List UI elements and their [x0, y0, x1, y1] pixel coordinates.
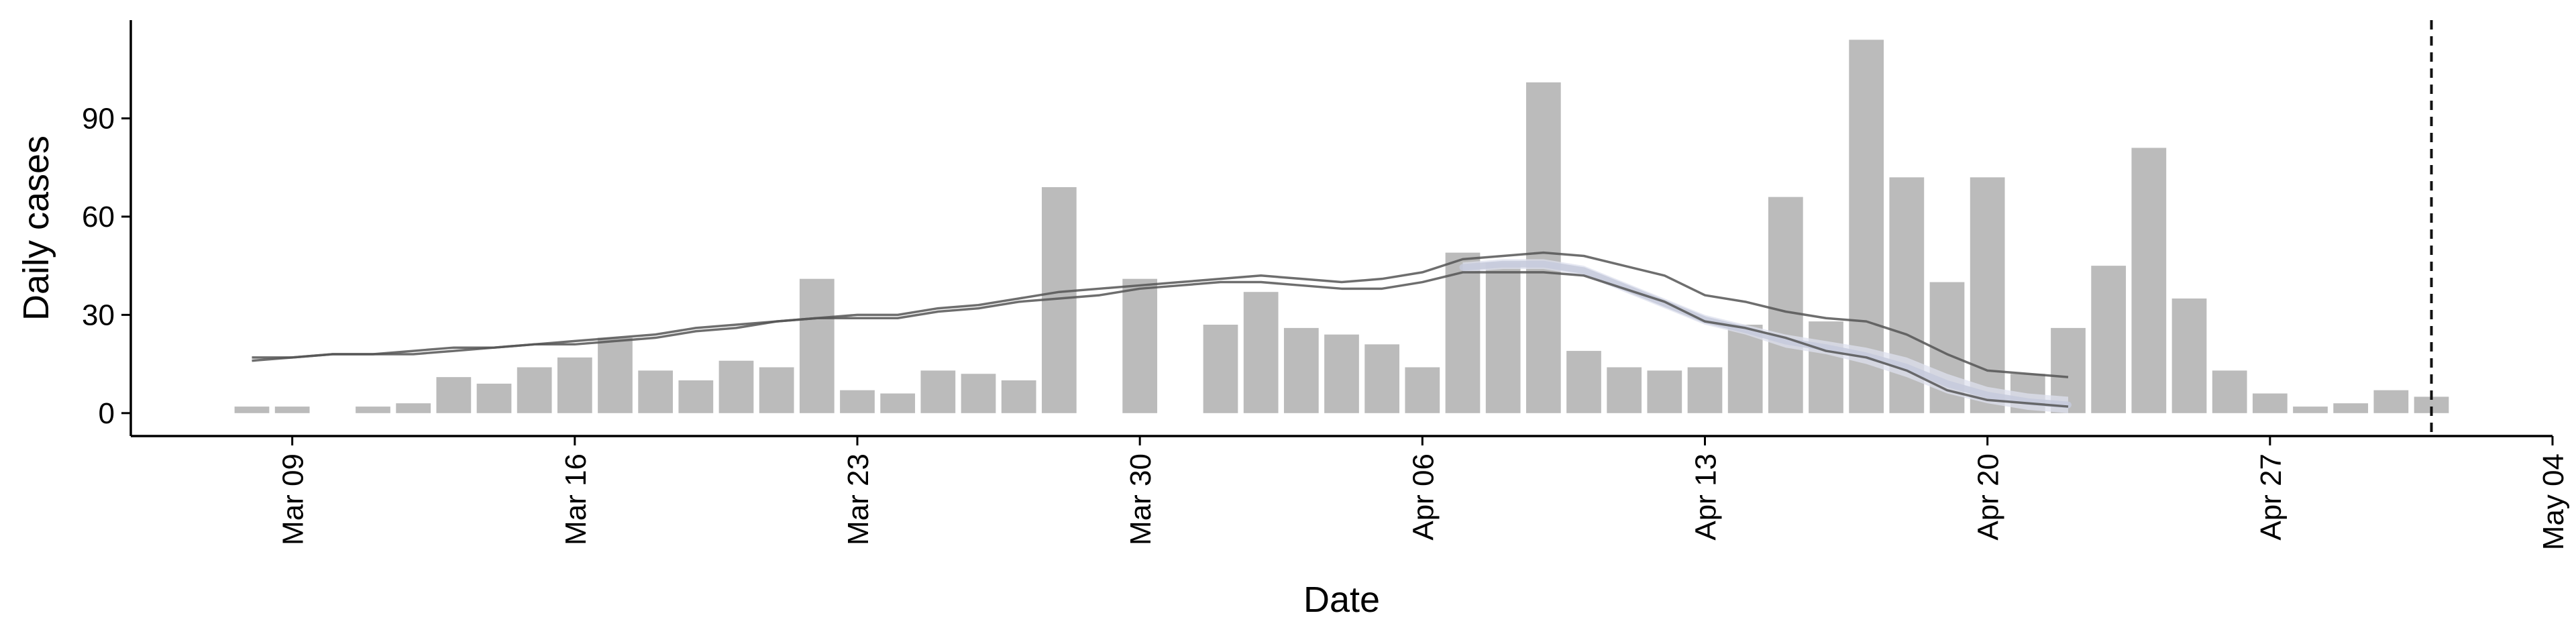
- bar-2020-04-23: [2091, 266, 2127, 413]
- bar-2020-03-17: [598, 337, 633, 413]
- bar-2020-03-25: [920, 370, 956, 413]
- lower-estimate-line: [252, 271, 2069, 408]
- x-tick-label-2020-05-04: May 04: [2537, 453, 2570, 550]
- bar-2020-04-15: [1768, 197, 1803, 413]
- bar-2020-03-22: [799, 278, 835, 413]
- bar-2020-03-21: [759, 367, 794, 413]
- bar-2020-03-27: [1001, 380, 1036, 413]
- y-tick-label-30: 30: [82, 299, 115, 331]
- bar-2020-03-18: [638, 370, 674, 413]
- y-tick-label-0: 0: [99, 397, 115, 430]
- x-tick-label-2020-03-30: Mar 30: [1124, 453, 1157, 545]
- bar-2020-04-20: [1970, 177, 2005, 413]
- bar-2020-03-23: [840, 390, 875, 413]
- bar-2020-04-10: [1566, 351, 1601, 413]
- bar-2020-03-15: [517, 367, 552, 413]
- bar-2020-04-26: [2212, 370, 2247, 413]
- bar-2020-03-26: [961, 374, 996, 413]
- bar-2020-03-11: [356, 407, 390, 413]
- bar-2020-04-27: [2252, 393, 2288, 413]
- projection-band-center: [1459, 260, 2072, 409]
- bar-2020-04-04: [1324, 334, 1359, 413]
- bar-2020-03-24: [880, 393, 916, 413]
- bar-2020-04-07: [1445, 252, 1481, 413]
- bar-2020-04-30: [2373, 390, 2409, 413]
- x-tick-label-2020-04-27: Apr 27: [2255, 453, 2288, 541]
- bar-2020-03-19: [678, 380, 714, 413]
- x-tick-label-2020-03-09: Mar 09: [277, 453, 310, 545]
- bar-2020-04-02: [1243, 292, 1279, 413]
- bar-2020-04-05: [1364, 344, 1400, 413]
- bar-2020-04-28: [2293, 407, 2328, 413]
- axes-layer: 0 30 60 90 Mar 09 Mar 16 Mar 23 Mar 30 Apr 06 Apr…: [82, 20, 2570, 550]
- lines-layer: [252, 251, 2069, 408]
- bar-2020-03-16: [557, 357, 592, 413]
- x-axis-title: Date: [1303, 580, 1380, 620]
- bar-2020-04-06: [1405, 367, 1440, 413]
- bar-2020-04-14: [1727, 325, 1763, 413]
- bar-2020-04-12: [1647, 370, 1682, 413]
- upper-estimate-line: [252, 251, 2069, 378]
- bar-2020-04-16: [1809, 321, 1843, 413]
- x-tick-label-2020-04-06: Apr 06: [1407, 453, 1440, 541]
- y-tick-label-90: 90: [82, 102, 115, 135]
- bar-2020-04-08: [1485, 262, 1521, 413]
- bar-2020-03-13: [436, 377, 472, 413]
- bar-2020-04-24: [2131, 148, 2167, 413]
- bar-2020-04-09: [1525, 82, 1561, 413]
- bar-2020-03-14: [476, 383, 512, 413]
- bars-layer: [234, 40, 2449, 413]
- x-tick-label-2020-03-16: Mar 16: [559, 453, 592, 545]
- bar-2020-04-11: [1607, 367, 1642, 413]
- bar-2020-04-25: [2171, 298, 2207, 413]
- bar-2020-04-01: [1203, 325, 1238, 413]
- bar-2020-03-08: [234, 407, 270, 413]
- bar-2020-04-13: [1687, 367, 1723, 413]
- bar-2020-03-30: [1122, 278, 1158, 413]
- x-tick-label-2020-03-23: Mar 23: [842, 453, 875, 545]
- y-tick-label-60: 60: [82, 201, 115, 233]
- bar-2020-03-12: [396, 403, 431, 413]
- bar-2020-04-03: [1283, 327, 1319, 413]
- bar-2020-03-20: [718, 360, 754, 413]
- bar-2020-03-09: [274, 407, 310, 413]
- x-tick-label-2020-04-20: Apr 20: [1972, 453, 2005, 541]
- x-tick-label-2020-04-13: Apr 13: [1690, 453, 1723, 541]
- bar-2020-04-29: [2333, 403, 2369, 413]
- y-axis-title: Daily cases: [16, 136, 56, 321]
